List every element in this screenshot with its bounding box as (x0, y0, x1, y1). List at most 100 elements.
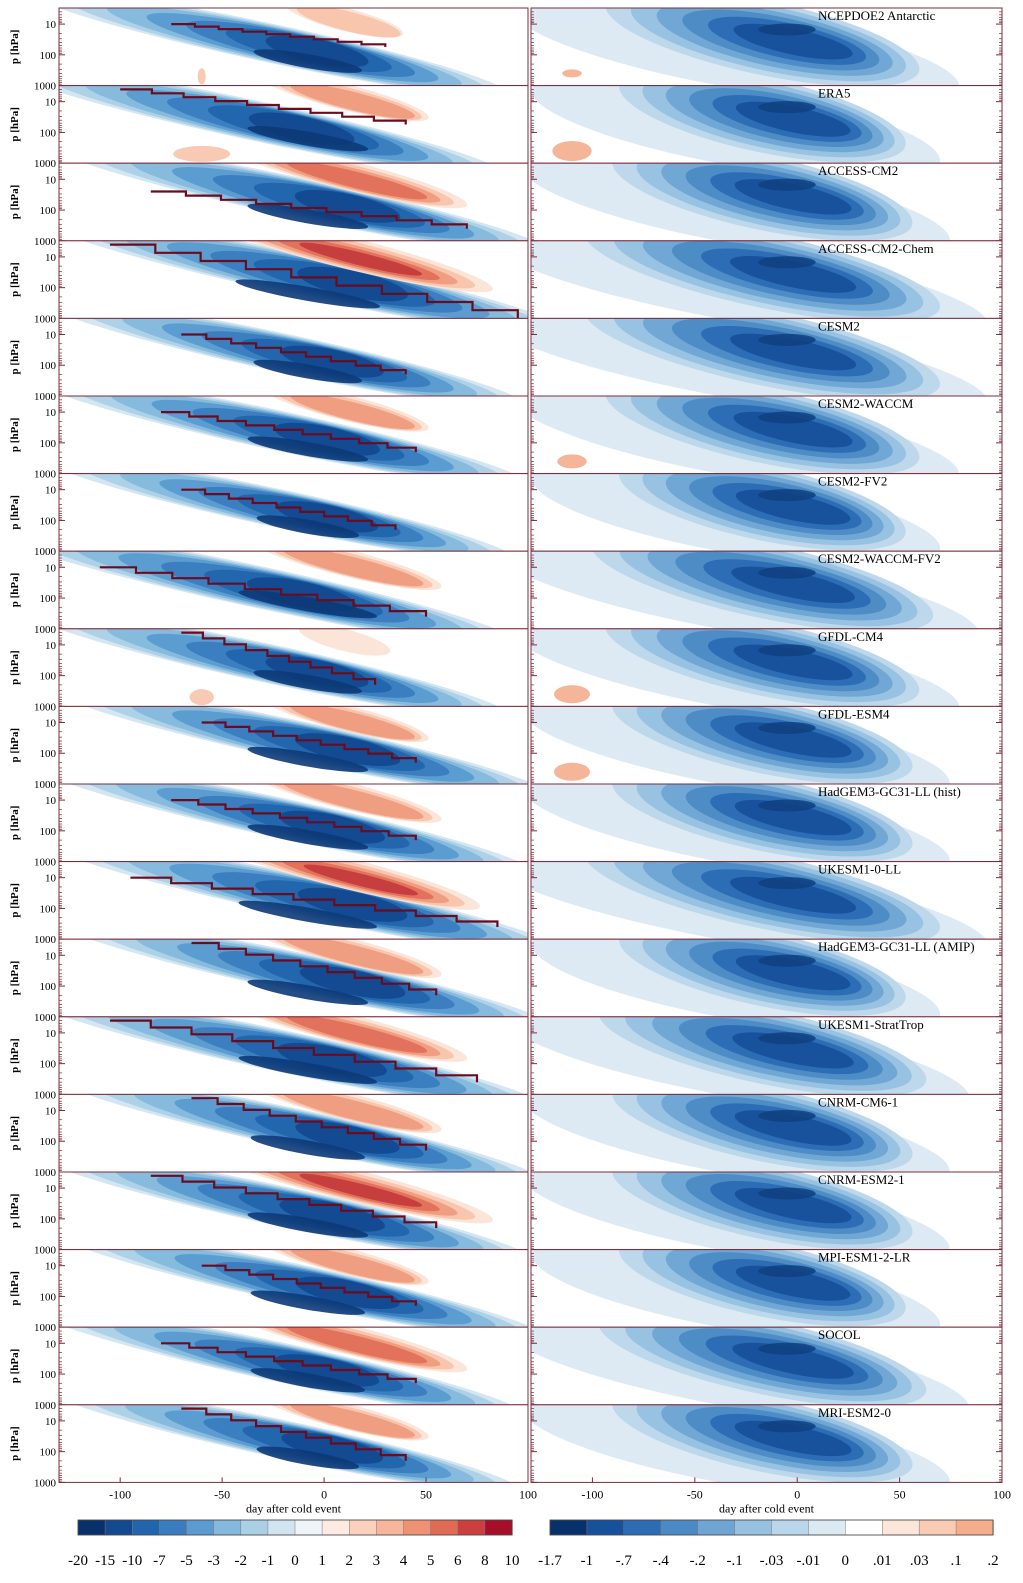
contour-fill (554, 685, 590, 704)
colorbar-label: -2 (235, 1553, 248, 1569)
contour-fill (290, 396, 415, 430)
y-tick-label: 1000 (34, 1089, 57, 1101)
contour-fill (279, 1198, 385, 1232)
y-tick-label: 100 (40, 283, 57, 295)
colorbar-swatch (808, 1519, 846, 1536)
colorbar-swatch (623, 1519, 662, 1536)
left-panel: 10 100 1000 p [hPa] (9, 395, 529, 481)
contour-fill (299, 965, 406, 999)
contour-fill (297, 266, 408, 302)
contour-fill (296, 8, 401, 38)
shading-left (59, 240, 528, 319)
colorbar-left: -20 -15 -10 -7 -5 -3 -2 -1 0 1 2 3 4 5 6 8 10 (68, 1519, 520, 1569)
colorbar-frame (549, 1519, 994, 1536)
colorbar-swatch (882, 1519, 920, 1536)
colorbar-swatch (403, 1519, 432, 1536)
colorbar-swatch (845, 1519, 883, 1536)
colorbar-label: 5 (427, 1553, 435, 1569)
contour-fill (235, 279, 381, 309)
left-panel: 10 100 1000 p [hPa] (9, 1171, 529, 1257)
descent-line (110, 243, 519, 319)
y-tick-label: 1000 (34, 934, 57, 946)
contour-fill (281, 1094, 424, 1130)
colorbar-swatch (267, 1519, 296, 1536)
colorbar-swatch (484, 1519, 513, 1536)
y-tick-label: 10 (45, 1416, 57, 1428)
y-tick-label: 100 (40, 903, 57, 915)
left-panel: 10 100 1000 p [hPa] (9, 1249, 529, 1334)
panel-title: MRI-ESM2-0 (818, 1405, 891, 1420)
right-panel: CNRM-CM6-1 (530, 1093, 1003, 1173)
shading-right (531, 861, 989, 940)
descent-line (120, 88, 407, 125)
contour-fill (247, 203, 369, 229)
contour-fill (758, 566, 816, 579)
contour-fill (730, 333, 857, 371)
right-panel: HadGEM3-GC31-LL (AMIP) (530, 938, 1003, 1018)
descent-line (191, 941, 438, 996)
shading-right (531, 551, 979, 629)
y-tick-label: 10 (45, 640, 57, 652)
shading-right (531, 163, 950, 241)
y-tick-label: 10 (45, 950, 57, 962)
panel-title: CESM2-FV2 (818, 474, 887, 489)
panel-title: GFDL-CM4 (818, 629, 884, 644)
contour-fill (275, 1354, 380, 1387)
descent-line (99, 566, 428, 617)
contour-fill (286, 163, 428, 200)
x-tick-label: 0 (794, 1487, 800, 1501)
descent-line (181, 1407, 407, 1461)
colorbar-frame (77, 1519, 513, 1536)
shading-left (59, 1016, 528, 1095)
y-tick-label: 10 (45, 407, 57, 419)
panel-title: CESM2-WACCM (818, 396, 914, 411)
colorbar-label: -1 (581, 1553, 594, 1569)
panel-title: CNRM-ESM2-1 (818, 1172, 905, 1187)
right-panel: CNRM-ESM2-1 (530, 1171, 1003, 1251)
shading-right (531, 473, 941, 552)
y-tick-label: 1000 (34, 1322, 57, 1334)
shading-right (531, 1249, 941, 1328)
contour-fill (758, 877, 816, 890)
shading-left (59, 1249, 528, 1328)
colorbar-label: -3 (207, 1553, 220, 1569)
right-panel: UKESM1-StratTrop (530, 1016, 1003, 1095)
right-panel: GFDL-CM4 (530, 628, 1003, 707)
y-tick-label: 1000 (34, 857, 57, 869)
contour-fill (247, 436, 369, 462)
contour-fill (758, 1420, 816, 1433)
y-tick-label: 10 (45, 1261, 57, 1273)
shading-right (531, 1404, 950, 1483)
colorbar-label: -5 (180, 1553, 193, 1569)
left-panel: 10 100 1000 p [hPa] (9, 938, 529, 1024)
colorbar-swatch (104, 1519, 133, 1536)
descent-line (171, 799, 417, 841)
y-tick-label: 1000 (34, 391, 57, 403)
contour-fill (758, 1187, 816, 1200)
x-tick-label: -50 (687, 1487, 703, 1501)
x-tick-label: 100 (993, 1487, 1011, 1501)
shading-left (59, 396, 528, 474)
descent-line (171, 23, 387, 47)
contour-fill (290, 1404, 415, 1438)
descent-line (181, 488, 397, 530)
left-panel: 10 100 1000 p [hPa] (9, 162, 529, 248)
y-tick-label: 100 (40, 671, 57, 683)
y-axis-label: p [hPa] (9, 1116, 21, 1151)
y-tick-label: 10 (45, 1028, 57, 1040)
colorbar-swatch (349, 1519, 378, 1536)
contour-fill (758, 954, 816, 967)
shading-right (531, 1094, 950, 1173)
contour-fill (295, 1121, 400, 1154)
contour-fill (758, 411, 816, 424)
y-tick-label: 100 (40, 1447, 57, 1459)
y-tick-label: 100 (40, 1136, 57, 1148)
left-panel: 10 100 1000 p [hPa] (9, 473, 529, 558)
contour-fill (281, 939, 424, 975)
x-axes: -100 -50 0 50 100 day after cold event -100 -50… (109, 1477, 1011, 1515)
colorbar-label: 10 (505, 1553, 520, 1569)
contour-fill (197, 68, 206, 85)
left-panel: 10 100 1000 p [hPa] (9, 85, 529, 170)
shading-left (59, 706, 528, 785)
left-panel: 10 100 1000 p [hPa] (9, 1093, 529, 1179)
